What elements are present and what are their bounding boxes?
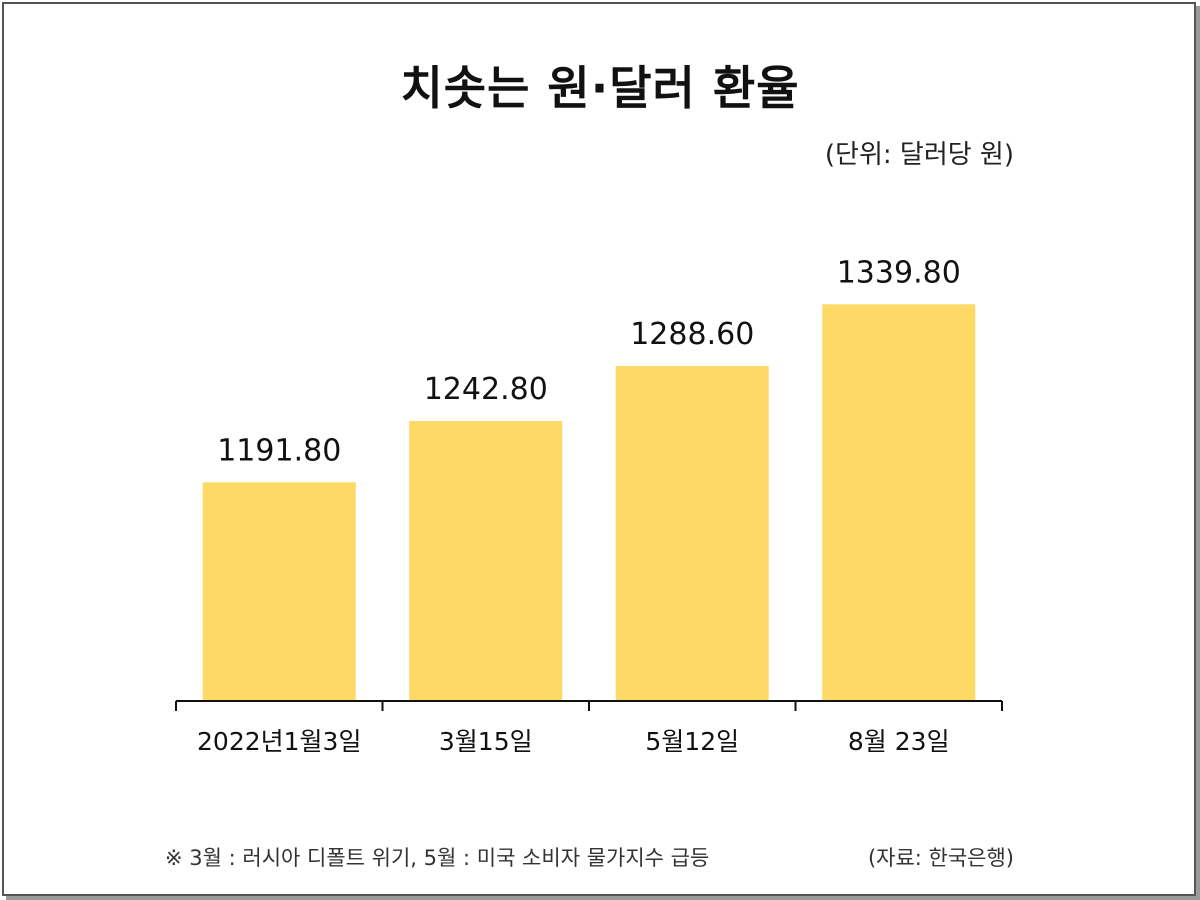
data-label: 1339.80	[837, 255, 961, 290]
data-label: 1288.60	[630, 317, 754, 352]
bar	[409, 420, 563, 701]
x-tick-label: 3월15일	[439, 727, 533, 756]
x-tick-label: 5월12일	[645, 727, 739, 756]
chart-title: 치솟는 원·달러 환율	[400, 61, 800, 115]
bar	[615, 365, 769, 701]
unit-label: (단위: 달러당 원)	[824, 140, 1014, 170]
x-tick-label: 2022년1월3일	[197, 727, 361, 756]
source-label: (자료: 한국은행)	[867, 846, 1014, 870]
footnote: ※ 3월 : 러시아 디폴트 위기, 5월 : 미국 소비자 물가지수 급등	[165, 846, 710, 870]
x-tick-label: 8월 23일	[848, 727, 950, 756]
bar	[822, 304, 976, 701]
data-label: 1242.80	[424, 372, 548, 407]
bar	[202, 482, 356, 701]
data-label: 1191.80	[217, 433, 341, 468]
